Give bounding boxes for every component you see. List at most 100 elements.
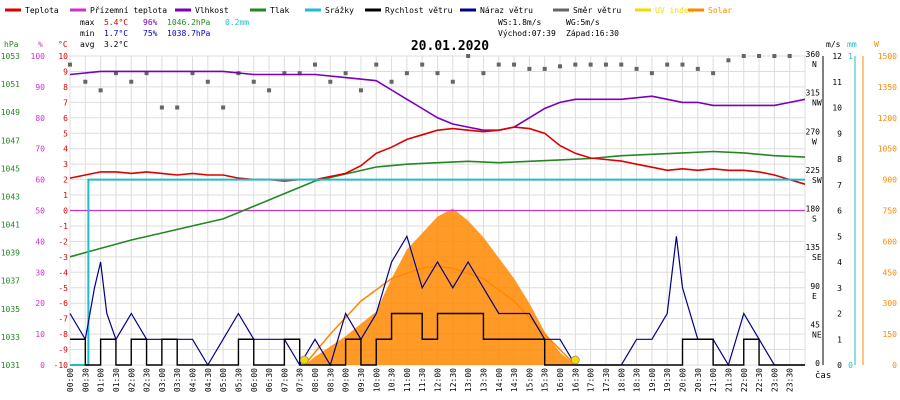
tick-dir-label: NW	[812, 99, 822, 108]
axis-c-label: °C	[58, 40, 68, 49]
tick-c: 4	[63, 145, 68, 154]
tick-pct: 40	[35, 237, 45, 246]
tick-c: 2	[63, 176, 68, 185]
tick-c: 9	[63, 67, 68, 76]
wind-dir-point	[665, 62, 670, 67]
tick-time: 06:30	[265, 368, 274, 392]
tick-time: 12:30	[449, 368, 458, 392]
legend: Teplota Přízemní teplota Vlhkost Tlak Srážky…	[5, 6, 732, 15]
tick-c: 10	[58, 52, 68, 61]
tick-time: 06:00	[250, 368, 259, 392]
tick-time: 02:00	[127, 368, 136, 392]
uv-marker	[299, 355, 309, 365]
tick-dir-label: NE	[812, 330, 822, 339]
tick-time: 07:00	[280, 368, 289, 392]
tick-c: 8	[63, 83, 68, 92]
wind-dir-point	[527, 66, 532, 71]
stats-hum-min: 75%	[143, 29, 158, 38]
tick-dir: 90	[810, 282, 820, 291]
tick-hpa: 1043	[1, 192, 20, 201]
tick-dir: 225	[806, 166, 821, 175]
tick-c: -8	[58, 330, 68, 339]
tick-time: 17:00	[587, 368, 596, 392]
tick-pct: 70	[35, 145, 45, 154]
tick-w: 1200	[878, 114, 897, 123]
tick-c: -3	[58, 253, 68, 262]
tick-time: 12:00	[434, 368, 443, 392]
wind-dir-point	[251, 79, 256, 84]
tick-dir: 360	[806, 50, 821, 59]
tick-time: 10:30	[388, 368, 397, 392]
tick-c: 0	[63, 207, 68, 216]
tick-dir-label: E	[812, 292, 817, 301]
tick-dir-label: N	[812, 60, 817, 69]
pressure-line	[69, 150, 806, 258]
tick-dir-label: SW	[812, 176, 822, 185]
wind-dir-point	[772, 54, 777, 58]
tick-time: 11:00	[403, 368, 412, 392]
tick-c: -1	[58, 222, 68, 231]
stats-sunrise: Východ:07:39	[498, 29, 556, 38]
wind-dir-point	[619, 62, 624, 67]
tick-w: 1350	[878, 83, 897, 92]
wind-dir-point	[741, 54, 746, 58]
wind-dir-point	[190, 71, 195, 76]
tick-time: 21:00	[709, 368, 718, 392]
wind-dir-point	[680, 62, 685, 67]
tick-hpa: 1033	[1, 333, 20, 342]
wind-dir-point	[83, 79, 88, 84]
tick-w: 750	[883, 207, 898, 216]
wind-dir-point	[98, 88, 103, 93]
tick-time: 15:00	[525, 368, 534, 392]
tick-time: 15:30	[541, 368, 550, 392]
legend-label: Rychlost větru	[385, 6, 453, 15]
tick-time: 13:30	[479, 368, 488, 392]
tick-time: 03:00	[158, 368, 167, 392]
tick-time: 17:30	[602, 368, 611, 392]
tick-mm: 1	[848, 52, 853, 61]
axis-w-label: W	[874, 40, 879, 49]
tick-c: -10	[54, 361, 69, 370]
tick-time: 14:00	[495, 368, 504, 392]
wind-dir-point	[711, 71, 716, 76]
tick-time: 09:30	[357, 368, 366, 392]
wind-dir-point	[542, 66, 547, 71]
tick-pct: 90	[35, 83, 45, 92]
tick-w: 1050	[878, 145, 897, 154]
tick-time: 20:30	[694, 368, 703, 392]
legend-label: Přízemní teplota	[90, 6, 167, 15]
tick-time: 22:00	[740, 368, 749, 392]
wind-dir-point	[695, 66, 700, 71]
tick-pct: 100	[31, 52, 46, 61]
wind-dir-point	[267, 88, 272, 93]
wind-dir-point	[512, 62, 517, 67]
wind-dir-point	[374, 62, 379, 67]
legend-label: Vlhkost	[195, 6, 229, 15]
tick-ms: 11	[832, 78, 842, 87]
legend-label: Směr větru	[573, 6, 621, 15]
tick-hpa: 1031	[1, 361, 20, 370]
wind-dir-point	[404, 71, 409, 76]
stats-temp-max: 5.4°C	[104, 18, 128, 27]
stats-rain: 0.2mm	[225, 18, 249, 27]
tick-time: 22:30	[755, 368, 764, 392]
tick-hpa: 1037	[1, 277, 20, 286]
tick-time: 23:30	[786, 368, 795, 392]
tick-time: 21:30	[724, 368, 733, 392]
tick-dir: 0	[815, 359, 820, 368]
legend-label: UV index	[655, 6, 694, 15]
tick-time: 11:30	[418, 368, 427, 392]
tick-c: 5	[63, 129, 68, 138]
stats-block: max 5.4°C 96% 1046.2hPa 0.2mm min 1.7°C 75% 1038…	[80, 18, 619, 49]
uv-marker	[570, 355, 580, 365]
tick-ms: 0	[837, 361, 842, 370]
tick-time: 16:30	[571, 368, 580, 392]
stats-avg-label: avg	[80, 40, 95, 49]
tick-dir: 135	[806, 243, 821, 252]
wind-dir-point	[144, 71, 149, 76]
stats-wg: WG:5m/s	[566, 18, 600, 27]
wind-dir-point	[573, 62, 578, 67]
tick-time: 19:30	[663, 368, 672, 392]
tick-pct: 30	[35, 268, 45, 277]
stats-ws: WS:1.8m/s	[498, 18, 542, 27]
